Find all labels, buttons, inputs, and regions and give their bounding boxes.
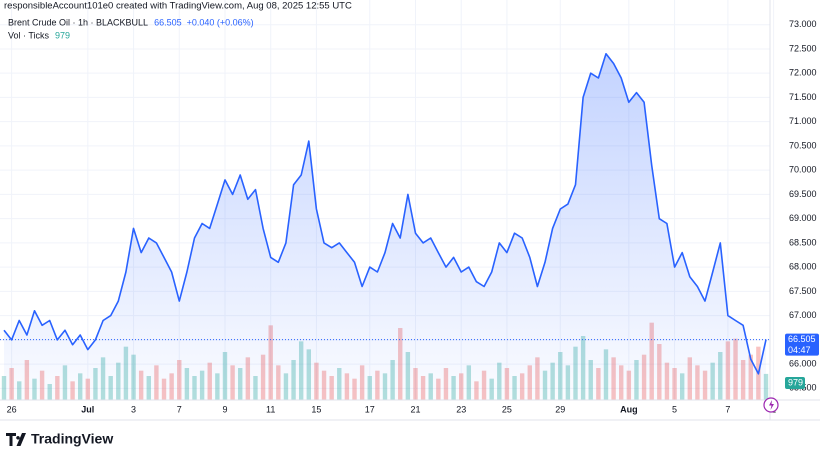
volume-tag <box>785 377 805 389</box>
countdown: 04:47 <box>788 345 811 355</box>
y-tick-label: 68.000 <box>789 262 817 272</box>
x-tick-label: 17 <box>365 404 375 414</box>
x-tick-label: 9 <box>222 404 227 414</box>
price-area <box>4 53 766 401</box>
y-tick-label: 72.500 <box>789 43 817 53</box>
x-tick-label: Jul <box>81 404 94 414</box>
axes: 65.50066.00066.50067.00067.50068.00068.5… <box>7 19 819 414</box>
legend-name: Brent Crude Oil · 1h · BLACKBULL <box>8 17 148 27</box>
y-tick-label: 69.000 <box>789 213 817 223</box>
y-tick-label: 70.000 <box>789 165 817 175</box>
x-tick-label: 21 <box>410 404 420 414</box>
legend-change: +0.040 (+0.06%) <box>187 17 254 27</box>
logo-text: TradingView <box>31 431 113 447</box>
volume-legend-value: 979 <box>55 30 70 40</box>
x-tick-label: 11 <box>266 404 275 414</box>
y-tick-label: 68.500 <box>789 237 817 247</box>
x-tick-label: 23 <box>456 404 466 414</box>
price-line <box>3 53 767 375</box>
x-tick-label: 25 <box>502 404 512 414</box>
y-tick-label: 67.500 <box>789 286 817 296</box>
y-tick-label: 73.000 <box>789 19 817 29</box>
x-tick-label: 5 <box>672 404 677 414</box>
y-tick-label: 69.500 <box>789 189 817 199</box>
lightning-icon[interactable] <box>763 397 779 413</box>
volume-bar <box>1 376 7 400</box>
price-pane <box>0 53 770 401</box>
lightning-bolt[interactable] <box>769 400 774 410</box>
y-tick-label: 71.000 <box>789 116 817 126</box>
logo-icon <box>6 433 26 446</box>
y-tick-label: 67.000 <box>789 310 817 320</box>
legend-value: 66.505 <box>154 17 182 27</box>
x-tick-label: 15 <box>311 404 321 414</box>
x-tick-label: 7 <box>725 404 730 414</box>
x-tick-label: 7 <box>177 404 182 414</box>
volume-legend-name: Vol · Ticks <box>8 30 50 40</box>
logo: TradingView <box>6 431 113 447</box>
volume-tag-label: 979 <box>788 377 803 387</box>
x-tick-label: 26 <box>7 404 17 414</box>
y-tick-label: 66.000 <box>789 358 817 368</box>
x-tick-label: Aug <box>620 404 638 414</box>
x-tick-label: 3 <box>131 404 136 414</box>
price-tag-label: 66.505 <box>788 334 816 344</box>
x-tick-label: 29 <box>555 404 565 414</box>
y-tick-label: 72.000 <box>789 68 817 78</box>
y-tick-label: 71.500 <box>789 92 817 102</box>
y-tick-label: 70.500 <box>789 140 817 150</box>
price-tag <box>785 333 819 356</box>
attribution: responsibleAccount101e0 created with Tra… <box>4 1 352 12</box>
